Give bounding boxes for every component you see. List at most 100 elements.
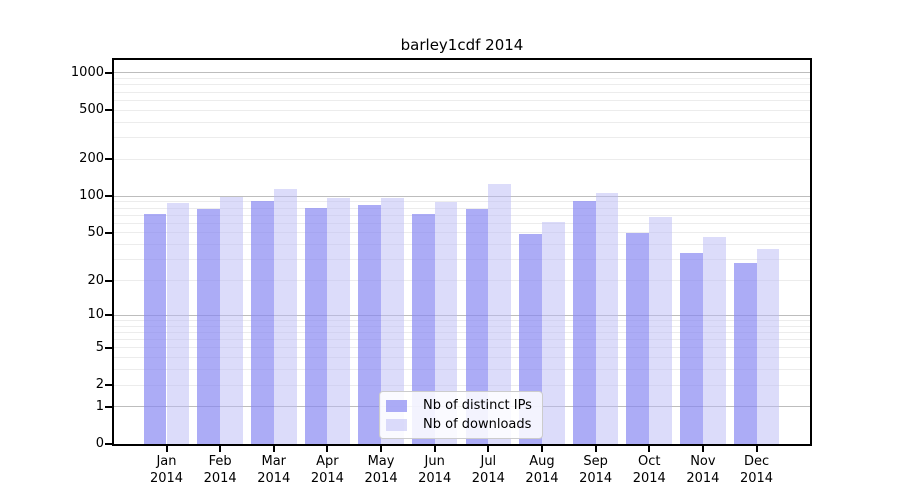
x-tick-mark-nov [701,444,704,452]
bar-mar-distinct-ips [250,200,274,444]
gridline-minor-4 [114,357,810,359]
bar-oct-distinct-ips [626,232,650,444]
gridline-minor-20 [114,280,810,281]
bar-sep-downloads [595,192,619,444]
gridline-minor-50 [114,232,810,234]
gridline-minor-800 [114,84,810,86]
gridline-major-100 [114,195,810,197]
y-tick-label-5: 5 [95,339,104,355]
bar-mar-downloads [273,188,297,444]
y-tick-label-2: 2 [95,377,104,392]
y-tick-label-200: 200 [79,151,104,167]
bar-apr-downloads [327,198,351,444]
y-tick-label-1: 1 [95,398,104,414]
gridline-minor-600 [114,99,810,101]
gridline-minor-90 [114,201,810,203]
y-tick-mark-50 [105,231,113,234]
y-tick-label-100: 100 [79,188,104,204]
gridline-major-1000 [114,72,810,74]
legend-item-downloads: Nb of downloads [386,415,532,434]
x-tick-mark-aug [540,444,543,452]
x-tick-label-may: May 2014 [364,454,398,486]
y-tick-label-0: 0 [95,436,104,451]
bar-may-downloads [381,197,404,444]
bar-jun-distinct-ips [411,214,435,444]
x-tick-label-aug: Aug 2014 [525,454,559,486]
y-tick-mark-5 [105,346,113,349]
x-tick-label-feb: Feb 2014 [203,454,237,486]
y-tick-mark-20 [105,279,113,282]
x-tick-label-oct: Oct 2014 [632,454,666,486]
bar-jul-downloads [488,184,512,444]
y-tick-mark-1 [105,405,113,408]
x-tick-mark-feb [219,444,222,452]
y-tick-mark-1000 [105,71,113,74]
bar-nov-downloads [702,237,726,444]
x-tick-label-dec: Dec 2014 [739,454,774,486]
gridline-minor-5 [114,347,810,349]
x-tick-mark-jan [165,444,168,452]
gridline-minor-7 [114,331,810,333]
gridline-minor-60 [114,222,810,224]
bar-aug-downloads [541,221,565,444]
legend-swatch-distinct-ips [386,399,407,412]
gridline-minor-300 [114,137,810,139]
gridline-minor-70 [114,214,810,216]
x-tick-mark-may [380,444,383,452]
x-tick-mark-apr [326,444,329,452]
x-tick-mark-dec [755,444,758,452]
x-tick-label-jan: Jan 2014 [149,454,184,486]
x-tick-mark-jul [487,444,490,452]
bar-oct-downloads [649,217,673,444]
legend-label-distinct-ips: Nb of distinct IPs [423,398,532,413]
y-tick-mark-2 [105,384,113,386]
gridline-minor-80 [114,207,810,209]
y-tick-mark-100 [105,195,113,198]
bar-may-distinct-ips [358,204,382,444]
x-tick-label-nov: Nov 2014 [686,454,720,486]
gridline-minor-8 [114,325,810,327]
bar-feb-downloads [220,197,243,444]
bar-jan-distinct-ips [143,213,167,444]
gridline-minor-900 [114,78,810,80]
y-tick-mark-10 [105,314,113,317]
gridline-minor-200 [114,158,810,160]
bar-jan-downloads [166,202,190,444]
bar-apr-distinct-ips [304,208,328,444]
bar-dec-downloads [756,248,780,444]
bar-nov-distinct-ips [680,253,703,444]
y-tick-mark-0 [105,443,113,445]
legend-item-distinct-ips: Nb of distinct IPs [386,396,532,415]
plot-area [114,60,810,444]
gridline-minor-9 [114,319,810,321]
gridline-minor-700 [114,91,810,93]
gridline-minor-400 [114,121,810,123]
legend-swatch-downloads [386,418,407,431]
x-tick-label-sep: Sep 2014 [579,454,613,486]
x-tick-mark-jun [433,444,436,452]
x-tick-label-jul: Jul 2014 [471,454,505,486]
gridline-major-10 [114,314,810,316]
x-tick-mark-mar [272,444,275,452]
gridline-minor-2 [114,384,810,386]
bar-feb-distinct-ips [197,209,221,444]
gridline-minor-30 [114,259,810,261]
y-tick-label-10: 10 [87,307,104,323]
y-tick-mark-200 [105,158,113,161]
gridline-minor-6 [114,339,810,340]
gridline-minor-500 [114,109,810,111]
y-tick-mark-500 [105,109,113,112]
x-tick-label-jun: Jun 2014 [418,454,452,486]
bar-sep-distinct-ips [572,201,596,444]
y-tick-label-500: 500 [79,102,104,118]
x-tick-label-mar: Mar 2014 [257,454,291,486]
x-tick-mark-oct [648,444,651,452]
legend-label-downloads: Nb of downloads [423,417,532,432]
gridline-minor-3 [114,369,810,371]
x-tick-label-apr: Apr 2014 [310,454,344,486]
y-tick-label-50: 50 [87,224,104,240]
bar-dec-distinct-ips [733,263,757,444]
x-tick-mark-sep [594,444,597,452]
legend: Nb of distinct IPs Nb of downloads [379,391,543,439]
